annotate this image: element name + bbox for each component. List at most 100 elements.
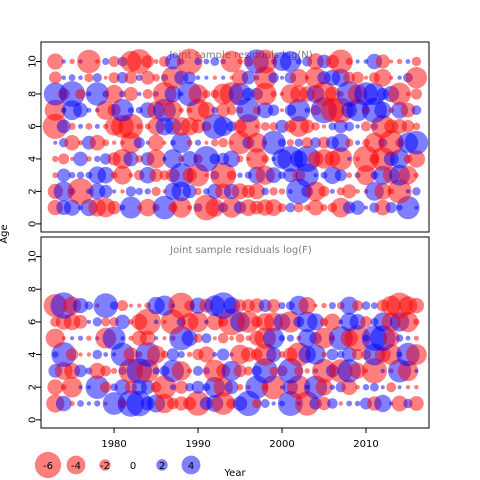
residual-point [361,358,387,384]
residual-point [269,366,278,376]
legend-label: -4 [71,461,81,472]
residual-point [120,189,125,194]
residual-point [53,140,58,145]
residual-point [152,195,177,220]
residual-point [126,49,152,74]
residual-point [133,137,145,149]
residual-point [56,119,71,134]
residual-point [414,385,419,390]
residual-point [165,53,181,70]
residual-point [168,292,195,319]
residual-point [304,368,310,374]
residual-point [124,71,138,84]
residual-point [58,153,70,165]
residual-point [160,350,169,359]
residual-point [154,336,159,341]
residual-point [212,352,218,357]
residual-point [326,348,339,361]
residual-point [152,73,160,82]
y-tick-label: 10 [28,55,39,68]
residual-point [364,205,368,210]
residual-point [401,120,415,133]
residual-point [163,100,183,120]
size-legend: -6 -4 -2 0 2 4 [34,451,201,479]
residual-point [397,360,419,382]
residual-point [111,189,117,194]
residual-point [391,395,408,412]
residual-point [92,317,102,327]
residual-point [194,187,202,196]
residual-point [286,139,294,147]
residual-point [307,313,325,331]
residual-point [217,348,230,361]
residual-point [163,149,183,169]
residual-point [186,351,193,358]
residual-point [313,303,318,308]
residual-point [374,199,391,216]
residual-point [209,153,221,165]
residual-point [360,316,372,328]
residual-point [413,172,419,178]
residual-point [68,122,76,130]
residual-point [65,348,79,361]
residual-point [117,300,128,312]
residual-point [92,349,103,360]
residual-point [374,183,392,200]
x-tick-label: 2010 [353,439,378,450]
y-tick-label: 8 [28,286,39,292]
residual-point [310,137,321,149]
residual-point [405,59,411,64]
residual-point [69,58,75,65]
residual-point [295,58,302,65]
residual-point [409,396,424,411]
residual-point [210,162,236,188]
residual-point [188,84,208,104]
residual-point [105,84,124,104]
residual-point [183,71,196,84]
residual-point [395,334,404,342]
residual-point [334,119,348,134]
legend-bubble [99,459,111,471]
residual-point [148,134,165,151]
residual-point [191,380,205,394]
residual-point [213,116,234,137]
residual-point [386,382,397,393]
residual-point [265,199,282,217]
residual-point [321,124,327,129]
residual-point [138,198,157,217]
residual-point [414,205,419,210]
residual-point [305,181,326,202]
residual-point [241,70,256,85]
residual-point [68,74,76,82]
legend-bubble [181,455,201,475]
residual-point [355,384,360,390]
residual-point [277,203,287,213]
panel-logF: 0 2 4 6 8 10 1980 1990 2000 2010 Joint sample resi… [28,236,430,450]
residual-point [218,137,228,148]
residual-point [100,365,112,377]
residual-point [406,92,410,96]
residual-point [261,155,270,163]
residual-point [341,347,357,362]
residual-point [267,299,281,313]
residual-point [61,59,66,64]
residual-point [73,315,88,329]
residual-point [128,172,134,178]
residual-point [78,75,83,80]
residual-point [171,197,192,218]
residual-point [374,68,392,87]
residual-point [84,301,94,310]
residual-point [267,104,280,116]
residual-point [374,101,392,119]
residual-point [223,150,241,168]
residual-point [363,82,386,106]
residual-point [407,150,426,168]
residual-point [102,57,110,66]
residual-point [226,105,237,116]
residual-point [355,124,360,129]
residual-point [371,302,378,309]
residual-point [86,352,92,357]
residual-point [305,344,326,365]
residual-point [113,165,132,185]
